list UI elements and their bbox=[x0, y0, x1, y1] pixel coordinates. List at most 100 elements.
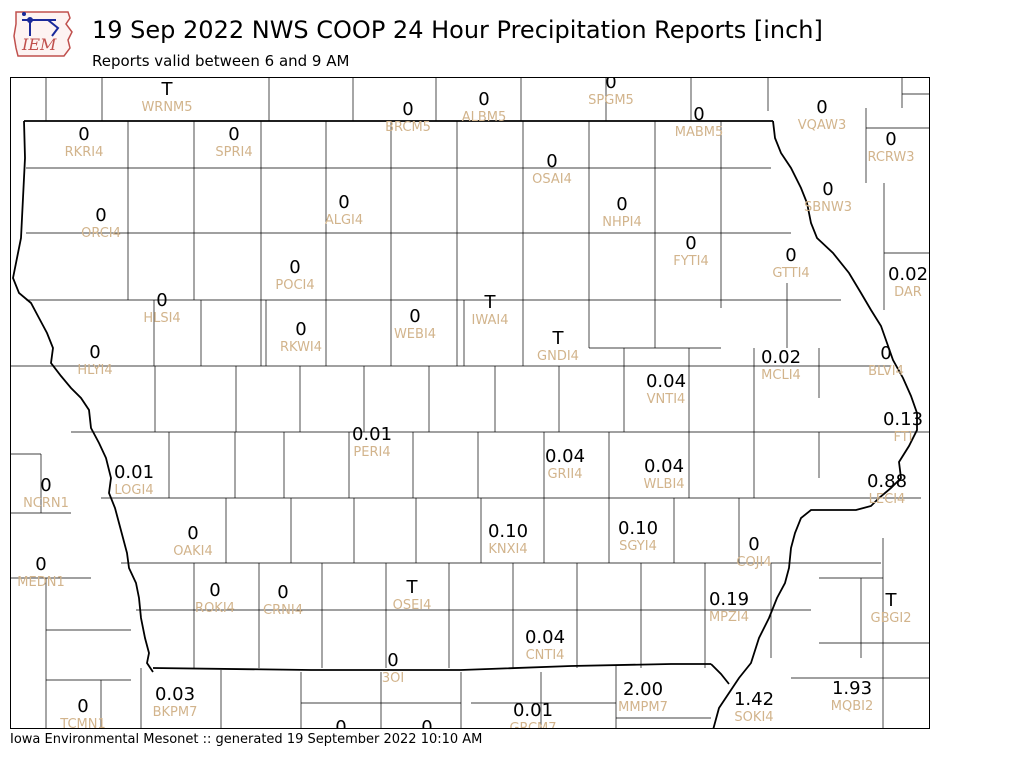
station-marker: 0.19 MPZI4 bbox=[708, 590, 750, 626]
station-marker: 0 HLYI4 bbox=[77, 342, 113, 379]
precip-value: 0 bbox=[402, 99, 414, 120]
station-id: MQBI2 bbox=[830, 699, 874, 714]
precip-value: 0 bbox=[209, 580, 221, 601]
page-title: 19 Sep 2022 NWS COOP 24 Hour Precipitati… bbox=[92, 16, 823, 44]
station-marker: 0.03 BKPM7 bbox=[152, 685, 198, 721]
station-marker: 1.93 MQBI2 bbox=[830, 678, 874, 715]
precip-value: 0 bbox=[421, 717, 433, 729]
precip-value: 0.13 bbox=[882, 409, 924, 430]
station-id: GTTI4 bbox=[772, 266, 810, 281]
station-id: CNTI4 bbox=[525, 648, 565, 663]
station-id: FTI bbox=[893, 430, 913, 445]
precip-value: 0.04 bbox=[643, 456, 685, 477]
station-id: WRNM5 bbox=[141, 100, 193, 115]
precip-value: 0 bbox=[77, 696, 89, 717]
station-marker: 0 MEDN1 bbox=[17, 555, 64, 591]
station-id: MMPM7 bbox=[618, 700, 668, 715]
station-id: OSEI4 bbox=[392, 598, 432, 613]
station-id: WEBI4 bbox=[393, 327, 437, 342]
station-id: NHPI4 bbox=[602, 215, 642, 230]
precip-value: 0.02 bbox=[887, 264, 929, 285]
station-marker: 0 bbox=[335, 718, 346, 729]
station-id: HLYI4 bbox=[77, 363, 113, 378]
station-id: KNXI4 bbox=[488, 542, 528, 557]
station-id: TCMN1 bbox=[60, 717, 106, 729]
station-id: SGYI4 bbox=[619, 539, 657, 554]
station-id: BRCM5 bbox=[385, 120, 431, 135]
station-marker: 0 bbox=[421, 718, 432, 729]
station-marker: 0 TCMN1 bbox=[60, 697, 105, 729]
precip-value: 2.00 bbox=[622, 679, 664, 700]
precip-value: 1.42 bbox=[733, 689, 775, 710]
station-id: VNTI4 bbox=[646, 392, 686, 407]
precipitation-map: T WRNM5 0 BRCM5 0 ALBM5 0 SPGM5 0 MABM5 0 VQAW3 0 RCR… bbox=[10, 77, 930, 729]
station-id: BKPM7 bbox=[152, 705, 198, 720]
station-marker: 0 VQAW3 bbox=[797, 98, 847, 134]
precip-value: 0 bbox=[338, 192, 350, 213]
precip-value: 0 bbox=[40, 475, 52, 496]
precip-value: T bbox=[552, 328, 564, 349]
station-id: GNDI4 bbox=[537, 349, 579, 364]
precip-value: 0 bbox=[822, 179, 834, 200]
precip-value: T bbox=[161, 79, 173, 100]
station-marker: 0 ORCI4 bbox=[81, 205, 121, 242]
station-marker: 0.02 DAR bbox=[887, 264, 929, 301]
station-id: HLSI4 bbox=[143, 311, 181, 326]
station-id: FYTI4 bbox=[673, 254, 709, 269]
precip-value: 0 bbox=[156, 290, 168, 311]
station-id: NCRN1 bbox=[23, 496, 69, 511]
station-marker: 0 RKWI4 bbox=[279, 320, 323, 356]
precip-value: 0.10 bbox=[617, 518, 659, 539]
station-marker: 0 BLVI4 bbox=[868, 344, 904, 380]
station-marker: 0.04 GRII4 bbox=[545, 447, 585, 483]
station-marker: 0 ALGI4 bbox=[325, 192, 363, 229]
precip-value: 0 bbox=[409, 306, 421, 327]
station-marker: 0 BRCM5 bbox=[385, 99, 431, 136]
station-marker: 2.00 MMPM7 bbox=[618, 679, 668, 716]
footer-note: Iowa Environmental Mesonet :: generated … bbox=[10, 732, 483, 747]
station-id: RKWI4 bbox=[279, 340, 323, 355]
station-marker: 0 GTTI4 bbox=[772, 246, 810, 282]
station-marker: 0 RKRI4 bbox=[64, 124, 104, 161]
county-boundaries bbox=[11, 78, 929, 728]
station-id: MABM5 bbox=[674, 125, 724, 140]
station-marker: 0 OAKI4 bbox=[173, 524, 213, 560]
station-id: BLVI4 bbox=[868, 364, 904, 379]
precip-value: 0 bbox=[546, 151, 558, 172]
precip-value: T bbox=[885, 590, 897, 611]
station-marker: 0 POCI4 bbox=[275, 258, 315, 294]
station-id: MCLI4 bbox=[761, 368, 801, 383]
station-id: POCI4 bbox=[275, 278, 315, 293]
station-marker: T WRNM5 bbox=[141, 79, 193, 116]
station-id: VQAW3 bbox=[797, 118, 847, 133]
station-marker: 0 RCRW3 bbox=[867, 129, 914, 166]
precip-value: 0 bbox=[885, 129, 897, 150]
station-marker: 0 ALBM5 bbox=[462, 89, 507, 126]
station-marker: 0 FYTI4 bbox=[673, 233, 709, 270]
station-id: SPGM5 bbox=[588, 93, 634, 108]
precip-value: 0 bbox=[95, 205, 107, 226]
logo-text: IEM bbox=[21, 35, 57, 54]
station-id: LOGI4 bbox=[114, 483, 154, 498]
station-marker: 0 NHPI4 bbox=[602, 194, 642, 231]
station-marker: 1.42 SOKI4 bbox=[733, 689, 775, 726]
precip-value: 0.01 bbox=[113, 462, 155, 483]
station-marker: 0.88 LECI4 bbox=[866, 471, 908, 508]
precip-value: 0 bbox=[387, 650, 399, 671]
precip-value: 1.93 bbox=[831, 678, 873, 699]
precip-value: T bbox=[484, 292, 496, 313]
station-id: RKRI4 bbox=[64, 145, 104, 160]
station-marker: T IWAI4 bbox=[472, 292, 509, 329]
precip-value: 0 bbox=[478, 89, 490, 110]
precip-value: 0 bbox=[78, 124, 90, 145]
iem-logo: IEM bbox=[13, 11, 73, 57]
station-id: ORCI4 bbox=[81, 226, 121, 241]
precip-value: 0 bbox=[685, 233, 697, 254]
precip-value: 0 bbox=[89, 342, 101, 363]
precip-value: 0 bbox=[616, 194, 628, 215]
station-id: MPZI4 bbox=[708, 610, 750, 625]
precip-value: 0.01 bbox=[512, 700, 554, 721]
precip-value: 0.02 bbox=[760, 347, 802, 368]
precip-value: 0.04 bbox=[645, 371, 687, 392]
precip-value: 0.88 bbox=[866, 471, 908, 492]
